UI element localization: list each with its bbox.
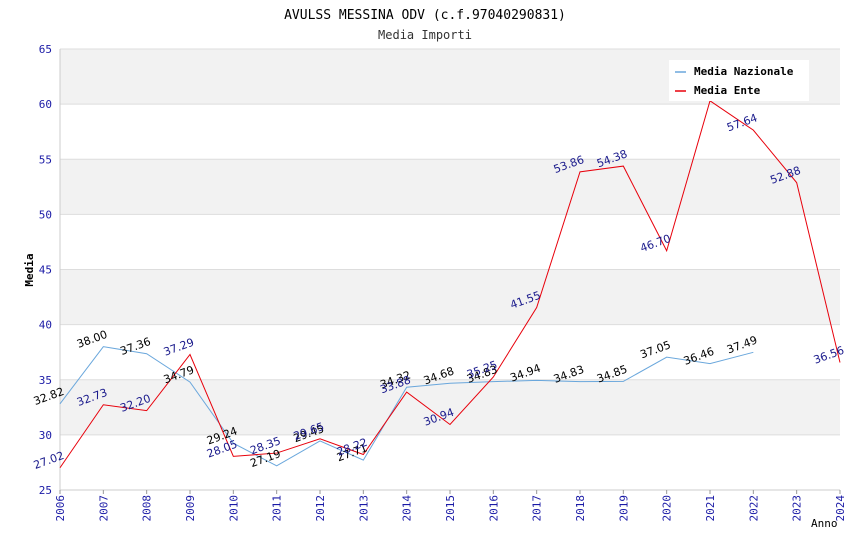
y-axis-label: Media — [23, 253, 36, 286]
grid-band — [60, 379, 840, 435]
x-tick-label: 2007 — [97, 495, 110, 522]
x-tick-label: 2023 — [791, 495, 804, 522]
grid-band — [60, 104, 840, 160]
x-tick-label: 2017 — [531, 495, 544, 522]
grid-band — [60, 159, 840, 215]
x-tick-label: 2018 — [574, 495, 587, 522]
x-tick-label: 2011 — [271, 495, 284, 522]
x-tick-label: 2010 — [227, 495, 240, 522]
grid-band — [60, 269, 840, 325]
y-tick-label: 45 — [39, 264, 52, 277]
x-tick-label: 2024 — [834, 495, 847, 522]
x-tick-label: 2008 — [141, 495, 154, 522]
axes: 25 30 35 40 45 50 55 60 65 2006 2007 2008 2009 2010 20… — [39, 43, 847, 522]
x-tick-label: 2021 — [704, 495, 717, 522]
x-tick-label: 2016 — [487, 495, 500, 521]
x-tick-label: 2009 — [184, 495, 197, 522]
x-tick-label: 2015 — [444, 495, 457, 522]
legend: Media Nazionale Media Ente — [669, 60, 809, 101]
y-tick-label: 65 — [39, 43, 52, 56]
legend-box — [669, 60, 809, 101]
x-tick-label: 2019 — [617, 495, 630, 522]
x-axis-label: Anno — [811, 517, 838, 530]
x-tick-label: 2022 — [747, 495, 760, 522]
y-tick-label: 35 — [39, 374, 52, 387]
y-tick-label: 40 — [39, 319, 52, 332]
grid-band — [60, 214, 840, 270]
x-tick-label: 2006 — [54, 495, 67, 522]
y-tick-label: 55 — [39, 153, 52, 166]
x-tick-label: 2014 — [401, 495, 414, 522]
legend-label: Media Nazionale — [694, 65, 794, 78]
y-tick-label: 30 — [39, 429, 52, 442]
grid-bands — [60, 48, 840, 490]
y-tick-label: 50 — [39, 208, 52, 221]
grid-band — [60, 324, 840, 380]
x-tick-label: 2013 — [357, 495, 370, 522]
x-tick-label: 2012 — [314, 495, 327, 522]
grid-band — [60, 434, 840, 490]
y-tick-label: 60 — [39, 98, 52, 111]
legend-label: Media Ente — [694, 84, 761, 97]
chart-title: AVULSS MESSINA ODV (c.f.97040290831) — [284, 8, 566, 23]
chart-subtitle: Media Importi — [378, 28, 472, 42]
y-tick-label: 25 — [39, 484, 52, 497]
x-tick-label: 2020 — [661, 495, 674, 522]
